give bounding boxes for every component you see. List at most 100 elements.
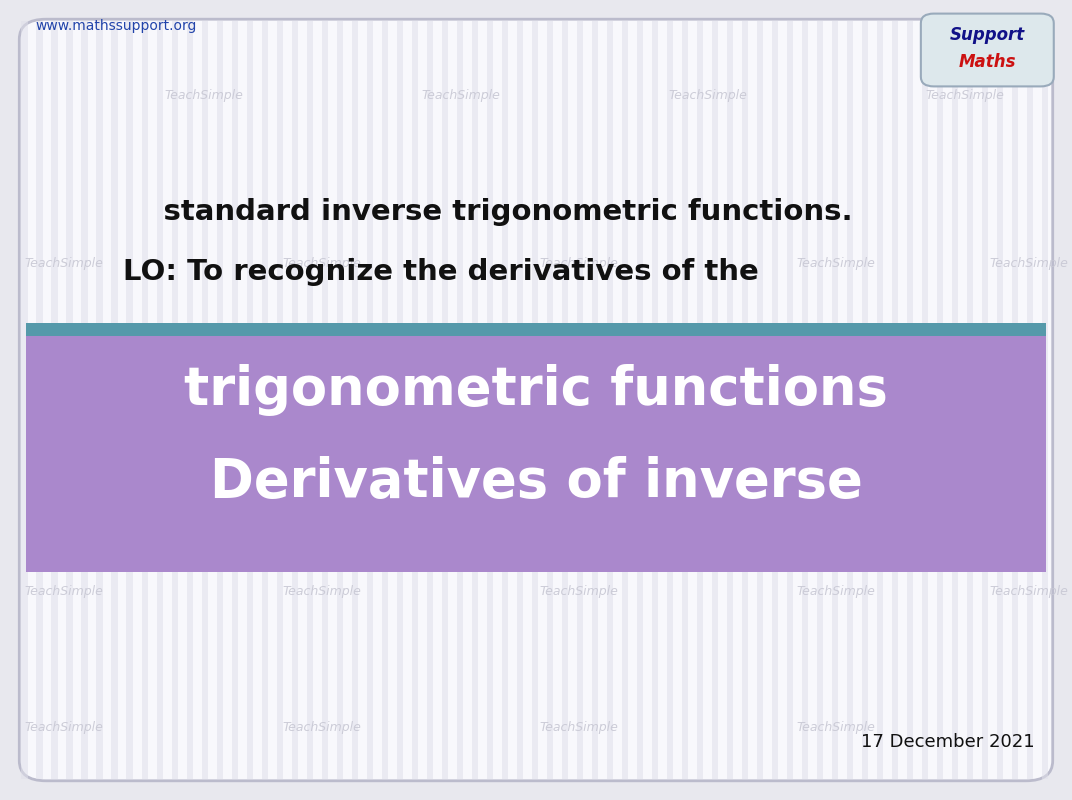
Text: TeachSimple: TeachSimple xyxy=(25,722,104,734)
Bar xyxy=(937,21,943,779)
Bar xyxy=(787,21,793,779)
Bar xyxy=(111,21,118,779)
Bar xyxy=(517,21,523,779)
Bar xyxy=(577,21,583,779)
Bar xyxy=(772,21,778,779)
Bar xyxy=(727,21,733,779)
Bar xyxy=(142,21,148,779)
Text: TeachSimple: TeachSimple xyxy=(539,258,619,270)
Bar xyxy=(442,21,448,779)
Bar xyxy=(81,21,88,779)
Bar xyxy=(412,21,418,779)
Text: TeachSimple: TeachSimple xyxy=(539,586,619,598)
Bar xyxy=(757,21,763,779)
Bar xyxy=(352,21,358,779)
Bar xyxy=(96,21,103,779)
Bar xyxy=(232,21,238,779)
Bar xyxy=(262,21,268,779)
Text: TeachSimple: TeachSimple xyxy=(132,450,211,462)
Bar xyxy=(36,21,43,779)
Text: TeachSimple: TeachSimple xyxy=(646,450,726,462)
Bar xyxy=(472,21,478,779)
Bar xyxy=(292,21,298,779)
Bar xyxy=(66,21,73,779)
FancyBboxPatch shape xyxy=(921,14,1054,86)
Text: TeachSimple: TeachSimple xyxy=(668,90,747,102)
FancyBboxPatch shape xyxy=(19,19,1053,781)
Bar xyxy=(502,21,508,779)
Bar xyxy=(652,21,658,779)
Bar xyxy=(427,21,433,779)
Text: Derivatives of inverse: Derivatives of inverse xyxy=(210,456,862,508)
Bar xyxy=(457,21,463,779)
Bar xyxy=(322,21,328,779)
Text: LO: To recognize the derivatives of the: LO: To recognize the derivatives of the xyxy=(123,258,759,286)
Bar xyxy=(532,21,538,779)
Bar xyxy=(802,21,808,779)
Text: TeachSimple: TeachSimple xyxy=(164,90,243,102)
Bar xyxy=(202,21,208,779)
Bar xyxy=(862,21,868,779)
Bar xyxy=(397,21,403,779)
Bar xyxy=(667,21,673,779)
Bar xyxy=(847,21,853,779)
Text: TeachSimple: TeachSimple xyxy=(282,258,361,270)
Bar xyxy=(892,21,898,779)
Bar xyxy=(21,21,28,779)
Bar xyxy=(562,21,568,779)
Bar xyxy=(682,21,688,779)
Bar xyxy=(637,21,643,779)
Bar xyxy=(817,21,823,779)
Bar xyxy=(367,21,373,779)
Text: TeachSimple: TeachSimple xyxy=(796,722,876,734)
Text: Support: Support xyxy=(950,26,1025,44)
Text: TeachSimple: TeachSimple xyxy=(282,586,361,598)
Bar xyxy=(307,21,313,779)
Text: TeachSimple: TeachSimple xyxy=(539,722,619,734)
Bar xyxy=(277,21,283,779)
Bar xyxy=(26,323,1046,336)
Text: trigonometric functions: trigonometric functions xyxy=(184,364,888,416)
Bar xyxy=(997,21,1003,779)
Text: TeachSimple: TeachSimple xyxy=(389,450,468,462)
Text: TeachSimple: TeachSimple xyxy=(25,586,104,598)
Bar xyxy=(26,336,1046,572)
Text: TeachSimple: TeachSimple xyxy=(796,258,876,270)
Bar xyxy=(967,21,973,779)
Bar xyxy=(1027,21,1033,779)
Bar xyxy=(607,21,613,779)
Bar xyxy=(1042,21,1048,779)
Text: TeachSimple: TeachSimple xyxy=(282,722,361,734)
Bar xyxy=(1012,21,1018,779)
Bar xyxy=(126,21,133,779)
Text: TeachSimple: TeachSimple xyxy=(421,90,501,102)
Text: standard inverse trigonometric functions.: standard inverse trigonometric functions… xyxy=(123,198,853,226)
Bar xyxy=(157,21,163,779)
Bar xyxy=(622,21,628,779)
Bar xyxy=(907,21,913,779)
Bar xyxy=(337,21,343,779)
Bar xyxy=(247,21,253,779)
Bar xyxy=(487,21,493,779)
Bar xyxy=(877,21,883,779)
Text: 17 December 2021: 17 December 2021 xyxy=(861,734,1034,751)
Bar xyxy=(592,21,598,779)
Bar xyxy=(742,21,748,779)
Bar xyxy=(832,21,838,779)
Bar xyxy=(51,21,58,779)
Text: www.mathssupport.org: www.mathssupport.org xyxy=(35,18,197,33)
Bar xyxy=(172,21,178,779)
Bar xyxy=(547,21,553,779)
Bar xyxy=(697,21,703,779)
Bar xyxy=(952,21,958,779)
Text: TeachSimple: TeachSimple xyxy=(796,586,876,598)
Bar xyxy=(217,21,223,779)
Bar xyxy=(187,21,193,779)
Text: TeachSimple: TeachSimple xyxy=(989,586,1069,598)
Bar xyxy=(712,21,718,779)
Bar xyxy=(382,21,388,779)
Bar xyxy=(922,21,928,779)
Text: TeachSimple: TeachSimple xyxy=(989,258,1069,270)
Text: TeachSimple: TeachSimple xyxy=(925,450,1004,462)
Text: TeachSimple: TeachSimple xyxy=(925,90,1004,102)
